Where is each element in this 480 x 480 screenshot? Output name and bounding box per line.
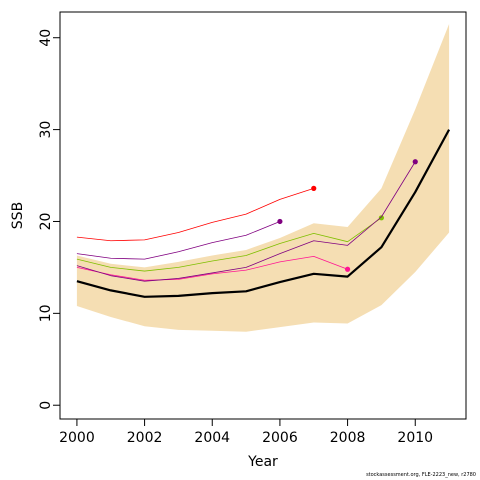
series-line-2 <box>76 188 314 242</box>
x-tick-label-2006: 2006 <box>262 430 298 446</box>
y-tick-label-10: 10 <box>38 304 54 322</box>
x-tick-label-2008: 2008 <box>330 430 366 446</box>
series-lines <box>76 129 451 298</box>
series-endpoint-6 <box>412 159 418 165</box>
series-endpoint-5 <box>378 215 385 221</box>
confidence-band <box>76 23 450 332</box>
series-line-4 <box>76 255 348 281</box>
series-line-1 <box>76 129 451 298</box>
x-tick-label-2004: 2004 <box>194 430 230 446</box>
series-line-5 <box>76 217 382 272</box>
series-line-6 <box>76 161 416 282</box>
series-endpoint-3 <box>277 218 283 225</box>
series-line-3 <box>76 221 281 260</box>
x-tick-label-2000: 2000 <box>59 430 95 446</box>
footer-credit: stockassessment.org, FLE-2223_new, r2780 <box>366 472 476 478</box>
y-axis: 0 10 20 30 40 <box>38 29 60 410</box>
plot-frame <box>59 11 467 420</box>
y-tick-label-40: 40 <box>38 29 54 47</box>
x-tick-label-2002: 2002 <box>127 430 163 446</box>
series-endpoint-4 <box>344 266 351 272</box>
y-tick-label-0: 0 <box>38 401 54 410</box>
x-axis-label: Year <box>247 454 278 470</box>
y-axis-label: SSB <box>10 202 26 229</box>
y-tick-label-20: 20 <box>38 213 54 231</box>
confidence-band-area <box>76 23 450 332</box>
x-axis: 2000 2002 2004 2006 2008 2010 <box>59 419 433 446</box>
y-tick-label-30: 30 <box>38 121 54 139</box>
x-tick-label-2010: 2010 <box>397 430 433 446</box>
series-endpoint-2 <box>311 185 317 191</box>
